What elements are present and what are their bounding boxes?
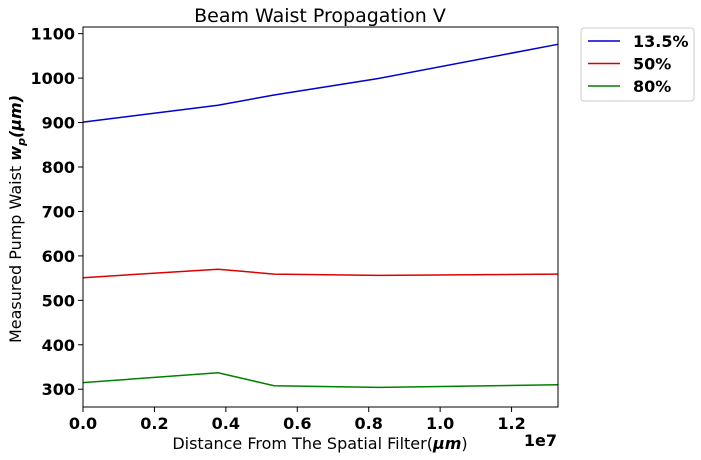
- x-tick-label: 0.8: [355, 414, 383, 433]
- plot-area: [82, 43, 559, 389]
- x-axis-label-suffix: ): [461, 434, 467, 453]
- y-tick-label: 300: [42, 380, 75, 399]
- legend: 13.5% 50% 80%: [580, 27, 695, 102]
- series-line-80%: [82, 372, 559, 389]
- x-tick-label: 0.0: [69, 414, 97, 433]
- chart-title: Beam Waist Propagation V: [194, 5, 446, 27]
- plot-frame: [82, 26, 559, 408]
- legend-label: 50%: [633, 55, 671, 74]
- y-axis-label-unit: (μm): [6, 95, 25, 138]
- x-offset-label: 1e7: [524, 431, 557, 450]
- y-axis-label-var: w: [6, 146, 25, 161]
- y-tick-label: 800: [42, 158, 75, 177]
- y-tick-label: 900: [42, 114, 75, 133]
- series-line-13.5%: [82, 43, 559, 123]
- legend-label: 13.5%: [633, 32, 689, 51]
- x-axis-label: Distance From The Spatial Filter(μm): [172, 434, 467, 453]
- x-axis-label-unit: μm: [432, 434, 461, 453]
- legend-label: 80%: [633, 77, 671, 96]
- series-line-50%: [82, 268, 559, 279]
- y-tick-label: 400: [42, 336, 75, 355]
- x-tick-label: 0.2: [140, 414, 168, 433]
- y-axis-label: Measured Pump Waist wp(μm): [6, 95, 28, 343]
- y-tick-label: 500: [42, 291, 75, 310]
- legend-frame: [580, 27, 695, 102]
- y-axis-ticks: 300 400 500 600 700 800 900 1000 1100: [30, 25, 83, 399]
- x-tick-label: 0.6: [283, 414, 311, 433]
- y-axis-label-sub: p: [15, 138, 28, 147]
- x-axis-label-prefix: Distance From The Spatial Filter(: [172, 434, 433, 453]
- y-axis-label-prefix: Measured Pump Waist: [6, 161, 25, 343]
- x-tick-label: 0.4: [212, 414, 240, 433]
- x-axis-ticks: 0.0 0.2 0.4 0.6 0.8 1.0 1.2: [69, 407, 526, 433]
- y-tick-label: 1100: [30, 25, 75, 44]
- y-tick-label: 700: [42, 202, 75, 221]
- x-tick-label: 1.2: [497, 414, 525, 433]
- y-tick-label: 600: [42, 247, 75, 266]
- y-tick-label: 1000: [30, 69, 75, 88]
- x-tick-label: 1.0: [426, 414, 454, 433]
